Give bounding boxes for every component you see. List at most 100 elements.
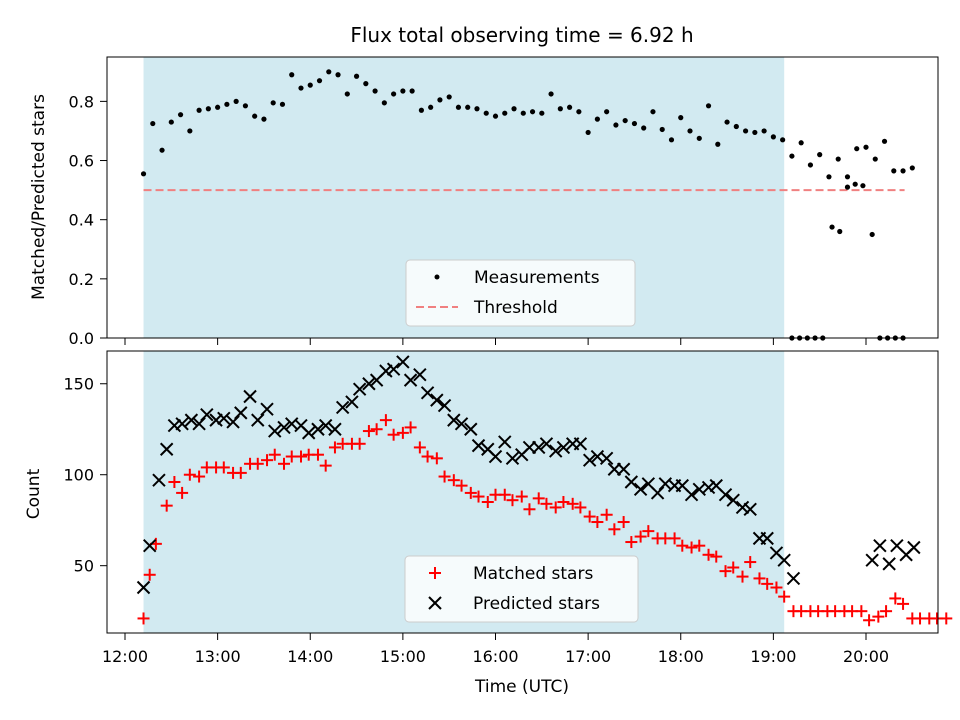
measurement-point: [837, 228, 843, 235]
predicted-star-point: [403, 373, 418, 387]
measurement-point: [909, 165, 915, 171]
measurement-point: [780, 137, 786, 143]
predicted-star-point: [624, 475, 639, 489]
matched-star-point: [940, 612, 953, 625]
measurement-point: [807, 162, 814, 168]
predicted-star-point: [251, 413, 265, 427]
bottom-xtick-label: 12:00: [102, 647, 148, 666]
matched-star-point: [591, 516, 604, 529]
matched-star-point: [863, 614, 876, 627]
matched-star-point: [168, 475, 181, 488]
measurement-point: [381, 100, 387, 106]
measurement-point: [492, 113, 499, 119]
top-legend-box: [405, 259, 636, 327]
matched-star-point: [557, 496, 570, 509]
legend-threshold-label: Threshold: [473, 298, 558, 318]
measurement-point: [529, 109, 536, 115]
predicted-star-point: [498, 435, 512, 449]
predicted-star-point: [873, 538, 887, 553]
measurement-point: [705, 103, 712, 109]
measurement-point: [539, 110, 545, 116]
measurement-point: [641, 125, 647, 131]
matched-star-point: [438, 470, 451, 483]
matched-star-point: [668, 532, 681, 545]
measurement-point: [455, 104, 462, 110]
measurement-point: [844, 184, 851, 190]
top-ylabel: Matched/Predicted stars: [29, 94, 49, 300]
matched-star-point: [498, 488, 511, 501]
predicted-star-point: [396, 355, 410, 369]
measurement-point: [437, 97, 443, 103]
bottom-xtick-label: 17:00: [565, 647, 611, 666]
predicted-star-point: [260, 402, 274, 416]
matched-star-point: [634, 530, 647, 543]
predicted-star-point: [318, 418, 333, 433]
matched-star-point: [396, 426, 409, 439]
bottom-ylabel: Count: [24, 468, 44, 519]
predicted-star-point: [352, 382, 367, 396]
measurement-point: [279, 101, 286, 107]
measurement-point: [150, 120, 156, 127]
matched-star-point: [685, 541, 698, 554]
matched-star-point: [880, 605, 893, 618]
measurement-point: [687, 128, 693, 134]
matched-star-point: [719, 565, 732, 578]
measurement-point: [168, 119, 174, 125]
measurement-point: [650, 109, 656, 115]
matched-star-point: [753, 572, 766, 585]
predicted-star-point: [616, 462, 631, 476]
predicted-star-point: [420, 386, 435, 400]
legend-measurement-marker: [434, 274, 440, 280]
measurement-point: [363, 81, 369, 87]
top-ytick-label: 0.8: [69, 92, 94, 111]
bottom-yticks: 50 100 150: [63, 375, 107, 576]
matched-star-point: [693, 539, 706, 552]
matched-star-point: [710, 550, 723, 563]
predicted-star-point: [447, 413, 461, 427]
measurement-point: [863, 144, 869, 150]
bottom-xtick-label: 14:00: [287, 647, 333, 666]
measurement-point: [594, 116, 600, 122]
predicted-star-point: [200, 407, 214, 422]
matched-star-point: [583, 510, 596, 523]
matched-star-point: [676, 539, 689, 552]
predicted-star-point: [907, 540, 921, 555]
top-xticks: [124, 338, 867, 345]
predicted-star-point: [217, 411, 231, 426]
matched-star-point: [872, 610, 885, 623]
matched-star-point: [261, 454, 274, 467]
measurement-point: [159, 147, 165, 153]
bottom-xlabel: Time (UTC): [474, 677, 569, 697]
matched-star-point: [608, 523, 621, 536]
measurement-point: [391, 91, 397, 97]
measurement-point: [298, 85, 304, 91]
predicted-star-point: [335, 400, 350, 415]
measurement-point: [872, 156, 878, 162]
matched-star-point: [532, 492, 545, 505]
measurement-point: [215, 104, 221, 110]
matched-star-point: [217, 461, 230, 474]
predicted-star-point: [345, 395, 359, 409]
chart-title: Flux total observing time = 6.92 h: [350, 23, 693, 47]
predicted-star-point: [379, 364, 393, 378]
predicted-star-point: [209, 413, 223, 427]
matched-star-point: [176, 486, 189, 499]
measurement-point: [798, 140, 804, 146]
matched-star-point: [761, 577, 774, 590]
matched-star-point: [421, 450, 434, 463]
predicted-star-point: [454, 417, 469, 431]
measurement-point: [668, 137, 675, 143]
matched-star-point: [455, 479, 468, 492]
predicted-star-point: [471, 438, 486, 453]
matched-star-point: [430, 452, 443, 465]
measurement-point: [724, 119, 730, 125]
measurement-point: [242, 103, 249, 109]
predicted-star-point: [175, 417, 189, 431]
measurement-point: [733, 123, 739, 130]
predicted-star-point: [159, 442, 174, 456]
measurement-point: [826, 174, 832, 180]
measurement-point: [224, 101, 230, 107]
matched-star-point: [413, 441, 426, 454]
measurement-point: [854, 146, 860, 152]
